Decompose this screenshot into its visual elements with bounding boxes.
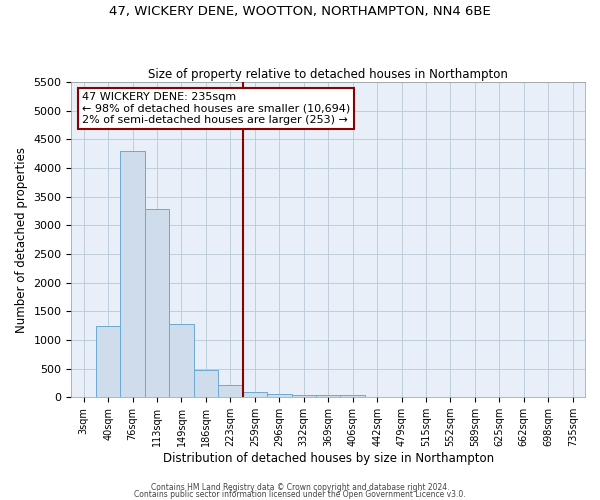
Bar (292, 395, 316, 397)
Text: 47 WICKERY DENE: 235sqm
← 98% of detached houses are smaller (10,694)
2% of semi: 47 WICKERY DENE: 235sqm ← 98% of detache… (82, 92, 350, 125)
Bar (169, 324, 194, 397)
Bar (242, 392, 267, 397)
Y-axis label: Number of detached properties: Number of detached properties (15, 146, 28, 332)
X-axis label: Distribution of detached houses by size in Northampton: Distribution of detached houses by size … (163, 452, 494, 465)
Bar (340, 395, 365, 397)
Bar (267, 394, 292, 397)
Bar (316, 395, 340, 397)
Bar (121, 151, 145, 397)
Bar (194, 370, 218, 397)
Text: Contains public sector information licensed under the Open Government Licence v3: Contains public sector information licen… (134, 490, 466, 499)
Bar (145, 210, 169, 397)
Title: Size of property relative to detached houses in Northampton: Size of property relative to detached ho… (148, 68, 508, 81)
Text: Contains HM Land Registry data © Crown copyright and database right 2024.: Contains HM Land Registry data © Crown c… (151, 484, 449, 492)
Text: 47, WICKERY DENE, WOOTTON, NORTHAMPTON, NN4 6BE: 47, WICKERY DENE, WOOTTON, NORTHAMPTON, … (109, 5, 491, 18)
Bar (96, 326, 121, 397)
Bar (218, 385, 242, 397)
